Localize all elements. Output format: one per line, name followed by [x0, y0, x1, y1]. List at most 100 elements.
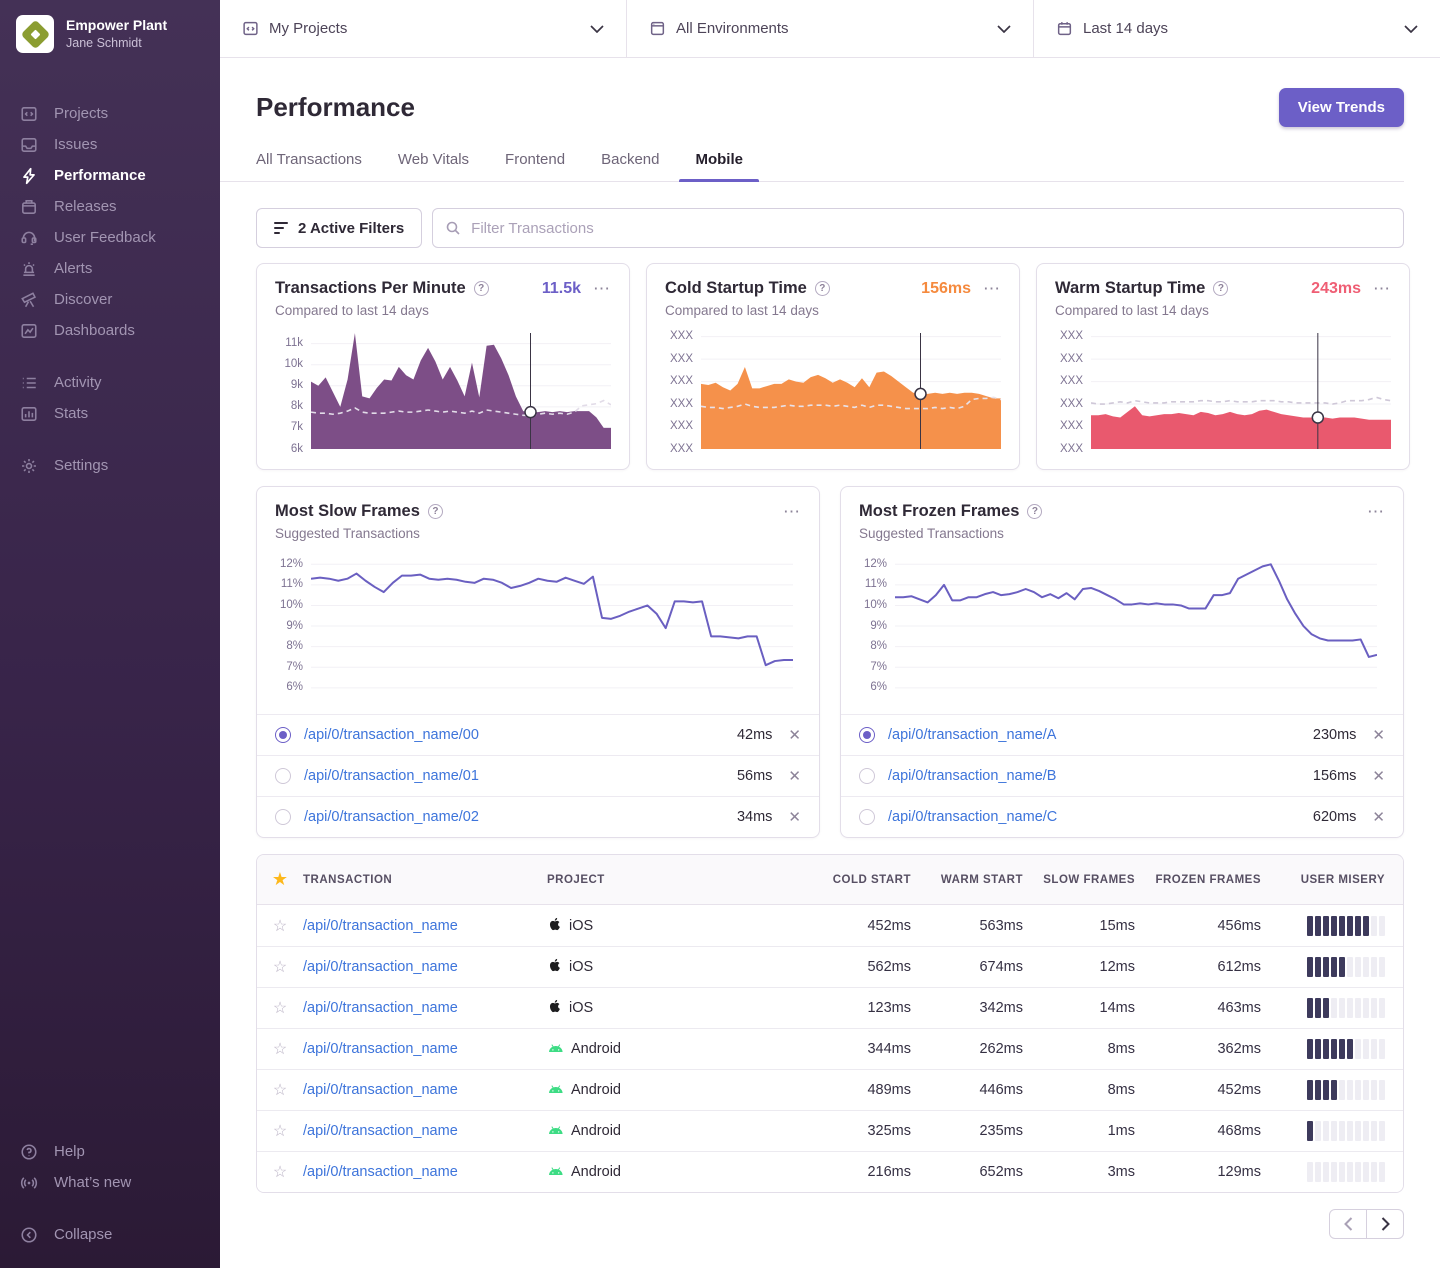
- sidebar-item-collapse[interactable]: Collapse: [0, 1219, 220, 1250]
- star-outline-icon[interactable]: ☆: [273, 959, 287, 976]
- cold-start-value: 216ms: [801, 1164, 911, 1180]
- star-outline-icon[interactable]: ☆: [273, 1041, 287, 1058]
- sidebar-item-releases[interactable]: Releases: [0, 191, 220, 222]
- radio-button[interactable]: [275, 727, 291, 743]
- y-axis-tick: 8%: [870, 641, 887, 653]
- active-filters-button[interactable]: 2 Active Filters: [256, 208, 422, 248]
- frozen-frames-value: 468ms: [1135, 1123, 1261, 1139]
- overflow-menu-icon[interactable]: ⋯: [1373, 280, 1391, 297]
- date-range-dropdown[interactable]: Last 14 days: [1033, 0, 1440, 57]
- transaction-link[interactable]: /api/0/transaction_name/B: [888, 768, 1056, 784]
- sidebar-item-projects[interactable]: Projects: [0, 98, 220, 129]
- page-title: Performance: [256, 92, 415, 123]
- org-logo: [16, 15, 54, 53]
- cold-start-value: 344ms: [801, 1041, 911, 1057]
- duration-value: 34ms: [737, 809, 772, 825]
- y-axis-tick: 8k: [291, 401, 303, 413]
- transaction-link[interactable]: /api/0/transaction_name: [303, 1041, 458, 1057]
- sidebar-item-alerts[interactable]: Alerts: [0, 253, 220, 284]
- sidebar-item-issues[interactable]: Issues: [0, 129, 220, 160]
- sidebar-item-what-s-new[interactable]: What’s new: [0, 1167, 220, 1198]
- sidebar-item-discover[interactable]: Discover: [0, 284, 220, 315]
- transaction-link[interactable]: /api/0/transaction_name: [303, 1123, 458, 1139]
- tab-mobile[interactable]: Mobile: [695, 151, 743, 181]
- radio-button[interactable]: [859, 809, 875, 825]
- tab-frontend[interactable]: Frontend: [505, 151, 565, 181]
- sidebar-item-stats[interactable]: Stats: [0, 398, 220, 429]
- transaction-link[interactable]: /api/0/transaction_name: [303, 1000, 458, 1016]
- close-icon[interactable]: ✕: [1372, 767, 1385, 785]
- transaction-link[interactable]: /api/0/transaction_name/01: [304, 768, 479, 784]
- star-outline-icon[interactable]: ☆: [273, 1000, 287, 1017]
- star-outline-icon[interactable]: ☆: [273, 918, 287, 935]
- overflow-menu-icon[interactable]: ⋯: [783, 503, 801, 520]
- next-page-button[interactable]: [1366, 1209, 1404, 1239]
- close-icon[interactable]: ✕: [788, 726, 801, 744]
- transaction-link[interactable]: /api/0/transaction_name/A: [888, 727, 1056, 743]
- sidebar-item-dashboards[interactable]: Dashboards: [0, 315, 220, 346]
- close-icon[interactable]: ✕: [1372, 808, 1385, 826]
- y-axis-tick: 6%: [870, 682, 887, 694]
- line-chart: [311, 554, 801, 699]
- lightning-icon: [19, 166, 38, 185]
- card-subtitle: Compared to last 14 days: [275, 303, 611, 318]
- sidebar-nav-settings: Settings: [0, 450, 220, 481]
- star-filled-icon[interactable]: ★: [272, 869, 288, 889]
- help-icon[interactable]: ?: [428, 504, 443, 519]
- radio-button[interactable]: [275, 768, 291, 784]
- close-icon[interactable]: ✕: [788, 767, 801, 785]
- radio-button[interactable]: [859, 768, 875, 784]
- tab-all-transactions[interactable]: All Transactions: [256, 151, 362, 181]
- transaction-link[interactable]: /api/0/transaction_name/C: [888, 809, 1057, 825]
- tab-web-vitals[interactable]: Web Vitals: [398, 151, 469, 181]
- sidebar-item-help[interactable]: Help: [0, 1136, 220, 1167]
- metric-value: 156ms: [921, 280, 971, 298]
- environment-filter-dropdown[interactable]: All Environments: [626, 0, 1033, 57]
- cold-start-value: 325ms: [801, 1123, 911, 1139]
- transaction-link[interactable]: /api/0/transaction_name/00: [304, 727, 479, 743]
- warm-start-value: 342ms: [911, 1000, 1023, 1016]
- help-icon[interactable]: ?: [815, 281, 830, 296]
- y-axis-tick: 7%: [286, 662, 303, 674]
- transaction-link[interactable]: /api/0/transaction_name: [303, 1164, 458, 1180]
- sidebar-item-label: Help: [54, 1143, 85, 1160]
- previous-page-button[interactable]: [1329, 1209, 1367, 1239]
- help-icon[interactable]: ?: [474, 281, 489, 296]
- project-filter-dropdown[interactable]: My Projects: [220, 0, 626, 57]
- sidebar-item-settings[interactable]: Settings: [0, 450, 220, 481]
- project-name: iOS: [569, 918, 593, 934]
- suggested-transaction-row: /api/0/transaction_name/01 56ms ✕: [257, 755, 819, 796]
- project-name: Android: [571, 1082, 621, 1098]
- radio-button[interactable]: [859, 727, 875, 743]
- tab-backend[interactable]: Backend: [601, 151, 659, 181]
- org-switcher[interactable]: Empower Plant Jane Schmidt: [0, 0, 220, 68]
- sidebar-item-performance[interactable]: Performance: [0, 160, 220, 191]
- frozen-frames-value: 456ms: [1135, 918, 1261, 934]
- overflow-menu-icon[interactable]: ⋯: [593, 280, 611, 297]
- frozen-frames-value: 362ms: [1135, 1041, 1261, 1057]
- metric-value: 243ms: [1311, 280, 1361, 298]
- card-title: Cold Startup Time: [665, 279, 807, 298]
- star-outline-icon[interactable]: ☆: [273, 1164, 287, 1181]
- help-icon[interactable]: ?: [1027, 504, 1042, 519]
- sidebar-item-activity[interactable]: Activity: [0, 367, 220, 398]
- filter-transactions-input[interactable]: [432, 208, 1404, 248]
- close-icon[interactable]: ✕: [1372, 726, 1385, 744]
- android-icon: [547, 1163, 564, 1182]
- sidebar-item-user-feedback[interactable]: User Feedback: [0, 222, 220, 253]
- transaction-link[interactable]: /api/0/transaction_name: [303, 959, 458, 975]
- star-outline-icon[interactable]: ☆: [273, 1123, 287, 1140]
- transaction-link[interactable]: /api/0/transaction_name: [303, 1082, 458, 1098]
- card-title: Transactions Per Minute: [275, 279, 466, 298]
- close-icon[interactable]: ✕: [788, 808, 801, 826]
- duration-value: 230ms: [1313, 727, 1357, 743]
- transaction-link[interactable]: /api/0/transaction_name: [303, 918, 458, 934]
- help-icon[interactable]: ?: [1213, 281, 1228, 296]
- overflow-menu-icon[interactable]: ⋯: [1367, 503, 1385, 520]
- overflow-menu-icon[interactable]: ⋯: [983, 280, 1001, 297]
- star-outline-icon[interactable]: ☆: [273, 1082, 287, 1099]
- transactions-table: ★ Transaction Project Cold Start Warm St…: [256, 854, 1404, 1193]
- radio-button[interactable]: [275, 809, 291, 825]
- transaction-link[interactable]: /api/0/transaction_name/02: [304, 809, 479, 825]
- view-trends-button[interactable]: View Trends: [1279, 88, 1404, 127]
